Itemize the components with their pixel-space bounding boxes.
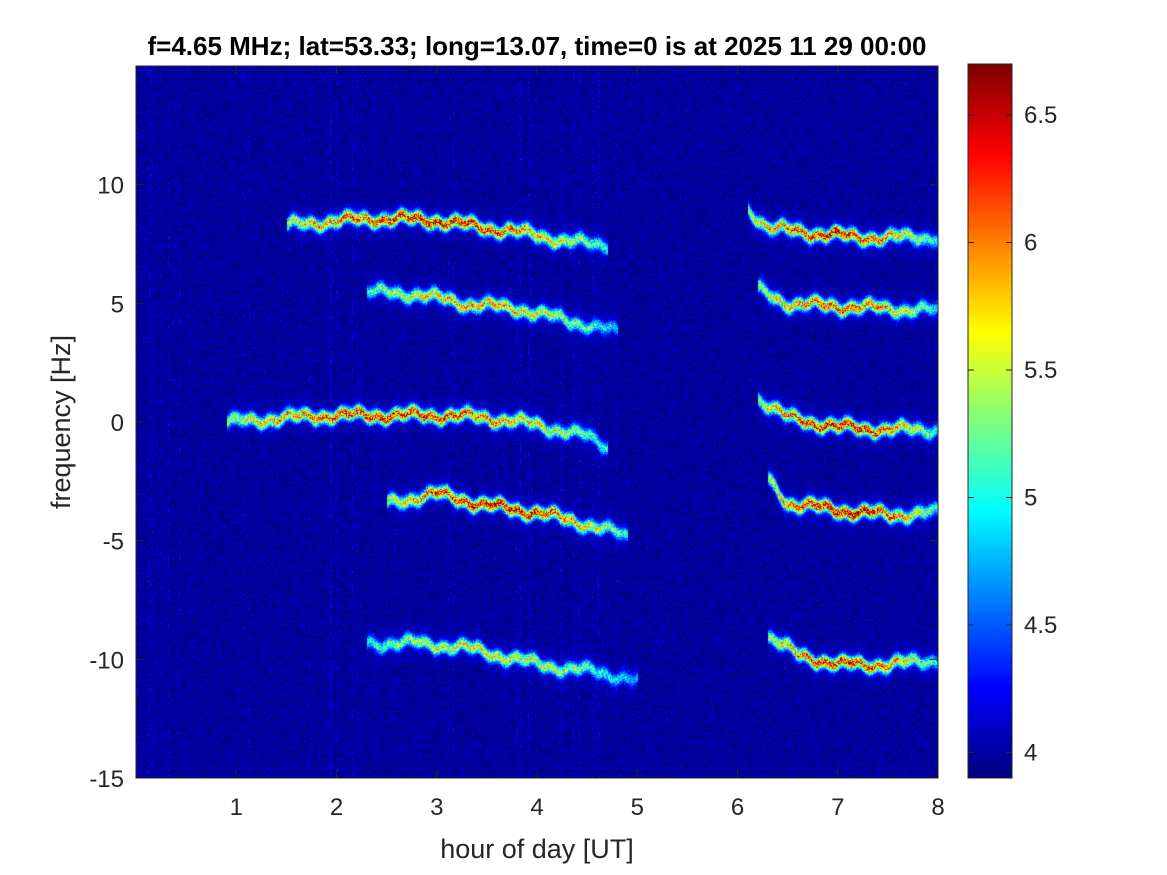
colorbar: 4 4.5 5 5.5 6 6.5 [967,63,1057,779]
colorbar-tick-label: 6 [1024,230,1037,257]
y-tick-label: 10 [97,173,124,200]
y-axis: -15 -10 -5 0 5 10 [89,173,938,793]
x-tick-label: 1 [230,794,243,821]
colorbar-tick-label: 6.5 [1024,102,1057,129]
x-axis: 1 2 3 4 5 6 7 8 [230,66,945,821]
y-tick-label: 5 [111,291,124,318]
chart-title: f=4.65 MHz; lat=53.33; long=13.07, time=… [147,31,926,61]
y-axis-label: frequency [Hz] [46,335,76,509]
y-tick-label: 0 [111,410,124,437]
colorbar-tick-label: 5.5 [1024,357,1057,384]
colorbar-tick-label: 5 [1024,485,1037,512]
colorbar-tick-label: 4.5 [1024,612,1057,639]
plot-area [135,65,939,779]
x-tick-label: 3 [430,794,443,821]
spectrogram-heatmap [136,66,938,778]
x-tick-label: 4 [530,794,543,821]
colorbar-frame [967,63,1013,779]
x-tick-label: 6 [731,794,744,821]
y-tick-label: -15 [89,766,124,793]
colorbar-gradient [968,64,1012,778]
x-axis-label: hour of day [UT] [440,834,634,864]
x-tick-label: 5 [631,794,644,821]
y-tick-label: -5 [103,529,124,556]
y-tick-label: -10 [89,647,124,674]
x-tick-label: 8 [931,794,944,821]
colorbar-tick-label: 4 [1024,740,1037,767]
colorbar-ticks: 4 4.5 5 5.5 6 6.5 [968,102,1057,767]
x-tick-label: 7 [831,794,844,821]
x-tick-label: 2 [330,794,343,821]
